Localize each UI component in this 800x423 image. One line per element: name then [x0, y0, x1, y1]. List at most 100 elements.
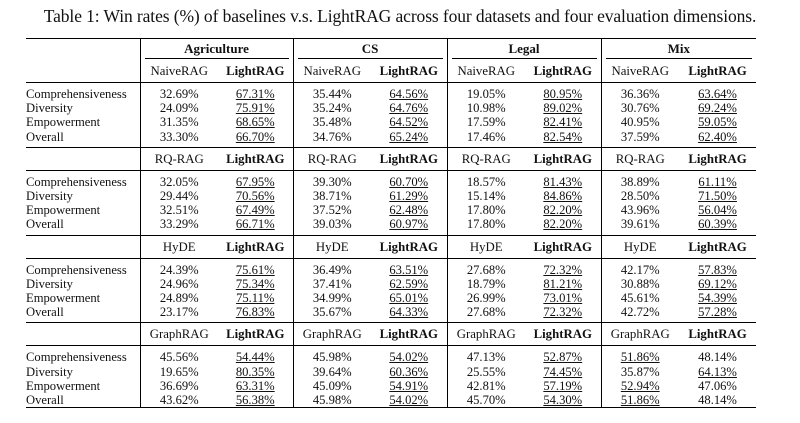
win-rate-cell: 48.14% — [679, 393, 757, 409]
win-rate-cell: 36.49% — [293, 258, 371, 277]
win-rate-cell: 17.80% — [447, 203, 525, 217]
table-row: Comprehensiveness 24.39% 75.61% 36.49% 63.51… — [26, 258, 756, 277]
win-rate-cell: 42.81% — [447, 379, 525, 393]
baseline-header-text: NaiveRAG — [611, 63, 670, 78]
win-rate-cell-text: 45.09% — [312, 378, 352, 393]
lightrag-header-text: LightRAG — [379, 327, 438, 342]
win-rate-cell-text: 33.29% — [159, 217, 199, 232]
baseline-header: NaiveRAG — [293, 60, 371, 83]
spacer-cell — [371, 319, 448, 323]
win-rate-cell: 45.98% — [293, 393, 371, 409]
lightrag-header: LightRAG — [525, 234, 602, 259]
win-rate-cell-text: 54.02% — [389, 393, 429, 408]
baseline-header-text: NaiveRAG — [303, 63, 362, 78]
win-rate-cell-text: 84.86% — [543, 189, 583, 204]
win-rate-cell-text: 52.87% — [543, 350, 583, 365]
win-rate-cell: 75.34% — [218, 276, 294, 292]
win-rate-cell-text: 80.35% — [235, 364, 275, 379]
win-rate-cell-text: 30.88% — [620, 276, 660, 291]
win-rate-cell: 72.32% — [525, 305, 602, 320]
win-rate-cell: 34.76% — [293, 130, 371, 144]
win-rate-cell-text: 24.89% — [159, 291, 199, 306]
win-rate-cell-text: 54.39% — [698, 291, 737, 306]
metric-label-text: Comprehensiveness — [26, 87, 127, 101]
lightrag-header: LightRAG — [218, 322, 294, 347]
win-rate-cell: 54.30% — [525, 393, 602, 409]
win-rate-cell-text: 33.30% — [159, 129, 199, 144]
win-rate-cell-text: 10.98% — [466, 101, 506, 116]
win-rate-cell-text: 64.56% — [389, 87, 429, 101]
win-rate-cell: 39.64% — [293, 365, 371, 379]
win-rate-cell-text: 35.48% — [312, 115, 352, 130]
win-rate-cell-text: 56.38% — [235, 393, 275, 408]
win-rate-cell-text: 82.20% — [543, 203, 583, 218]
win-rate-cell: 82.20% — [525, 203, 602, 218]
table-caption: Table 1: Win rates (%) of baselines v.s.… — [43, 6, 757, 26]
win-rate-cell: 62.40% — [679, 130, 756, 144]
win-rate-cell: 33.29% — [140, 217, 218, 231]
lightrag-header: LightRAG — [679, 146, 757, 171]
win-rate-cell: 28.50% — [601, 189, 679, 203]
lightrag-header-text: LightRAG — [226, 151, 285, 166]
baseline-header-text: RQ-RAG — [615, 151, 665, 166]
spacer-cell — [371, 231, 448, 236]
win-rate-cell: 19.05% — [447, 83, 525, 102]
win-rate-cell: 37.52% — [293, 203, 371, 217]
win-rate-cell: 27.68% — [447, 305, 525, 319]
win-rate-cell: 75.61% — [218, 258, 294, 277]
win-rate-cell: 75.91% — [218, 101, 294, 116]
baseline-header-text: RQ-RAG — [154, 151, 204, 166]
win-rate-cell-text: 69.24% — [698, 101, 737, 116]
win-rate-cell: 60.97% — [371, 217, 448, 232]
lightrag-header-text: LightRAG — [379, 63, 438, 78]
baseline-header: NaiveRAG — [447, 60, 525, 83]
win-rate-cell: 51.86% — [601, 346, 679, 365]
win-rate-cell: 26.99% — [447, 291, 525, 305]
table-row: Empowerment 24.89% 75.11% 34.99% 65.01% 26.99… — [26, 291, 756, 306]
win-rate-cell: 38.89% — [601, 170, 679, 189]
lightrag-header-text: LightRAG — [688, 63, 747, 78]
win-rate-cell: 42.72% — [601, 305, 679, 319]
win-rate-cell-text: 45.61% — [620, 291, 660, 306]
spacer-cell — [525, 231, 602, 236]
win-rate-cell: 65.01% — [371, 291, 448, 306]
win-rate-cell-text: 64.33% — [389, 305, 429, 320]
win-rate-cell: 60.39% — [679, 217, 756, 231]
win-rate-cell: 52.87% — [525, 345, 602, 365]
win-rate-cell-text: 32.05% — [159, 174, 199, 189]
baseline-header: RQ-RAG — [601, 146, 679, 171]
win-rate-cell-text: 35.87% — [620, 364, 660, 379]
win-rate-cell: 15.14% — [447, 189, 525, 203]
win-rate-cell: 60.70% — [371, 170, 448, 190]
win-rate-cell-text: 35.24% — [312, 101, 352, 116]
baseline-header-text: GraphRAG — [149, 327, 209, 342]
win-rate-cell: 84.86% — [525, 189, 602, 204]
win-rate-cell-text: 34.99% — [312, 291, 352, 306]
method-corner-cell — [26, 60, 141, 83]
win-rate-cell-text: 72.32% — [543, 262, 583, 277]
lightrag-header: LightRAG — [525, 60, 602, 83]
win-rate-cell: 42.17% — [601, 258, 679, 277]
spacer-cell — [218, 143, 294, 148]
win-rate-cell-text: 32.51% — [159, 203, 199, 218]
win-rate-cell: 62.48% — [371, 203, 448, 218]
dataset-header-row: Agriculture CS Legal Mix — [26, 38, 757, 60]
metric-label: Comprehensiveness — [26, 345, 141, 365]
baseline-header: HyDE — [601, 234, 679, 259]
win-rate-cell: 72.32% — [525, 258, 602, 277]
baseline-header-text: GraphRAG — [302, 327, 362, 342]
win-rate-cell-text: 39.64% — [312, 364, 352, 379]
baseline-header-text: HyDE — [162, 239, 196, 254]
metric-label: Diversity — [26, 364, 141, 379]
win-rate-cell-text: 56.04% — [698, 203, 737, 218]
win-rate-cell-text: 45.56% — [159, 350, 199, 365]
win-rate-cell-text: 32.69% — [159, 87, 199, 101]
metric-label-text: Comprehensiveness — [26, 174, 127, 189]
win-rate-cell: 60.36% — [371, 364, 448, 379]
metric-label-text: Empowerment — [26, 378, 101, 393]
metric-label: Diversity — [26, 276, 141, 292]
spacer-cell — [218, 319, 294, 323]
method-corner-cell — [26, 322, 141, 347]
win-rate-cell: 59.05% — [679, 115, 756, 129]
metric-label-text: Diversity — [26, 189, 73, 204]
